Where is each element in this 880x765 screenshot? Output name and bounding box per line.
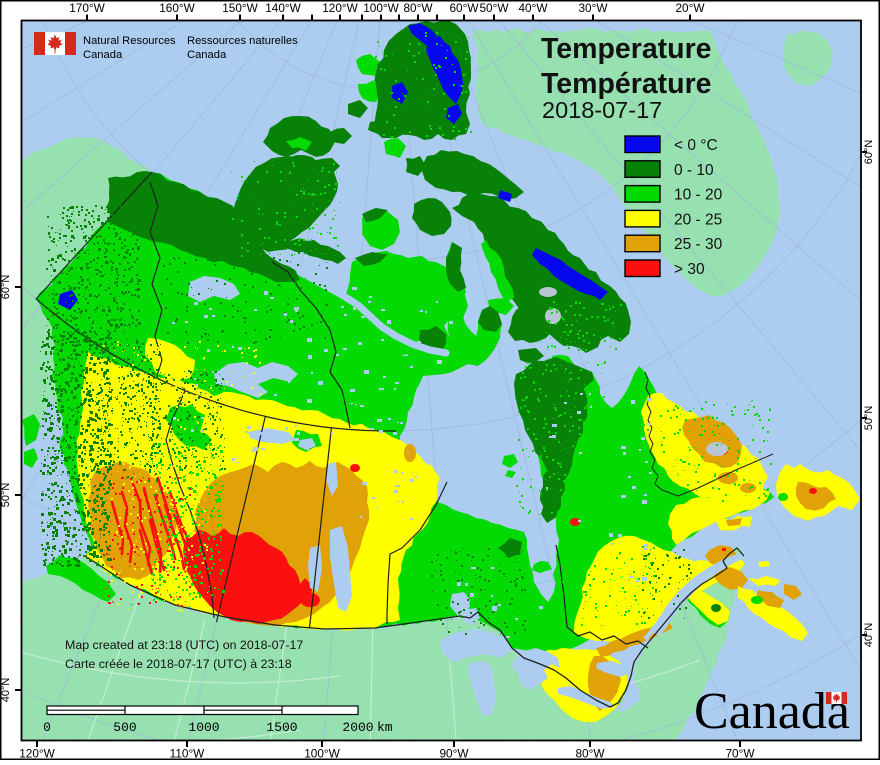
svg-text:140°W: 140°W [265,1,301,15]
svg-text:50°W: 50°W [480,1,510,15]
svg-text:10 - 20: 10 - 20 [674,187,723,204]
svg-text:20°W: 20°W [676,1,706,15]
svg-text:500: 500 [113,720,136,735]
svg-text:Canada: Canada [83,49,123,61]
svg-text:50°N: 50°N [863,406,875,431]
svg-text:1000: 1000 [188,720,219,735]
svg-text:80°W: 80°W [404,1,434,15]
svg-text:100°W: 100°W [304,747,340,761]
svg-text:40°N: 40°N [0,678,12,703]
svg-text:60°W: 60°W [450,1,480,15]
svg-text:60°N: 60°N [0,275,12,300]
svg-text:Temperature: Temperature [541,33,712,65]
svg-text:0 - 10: 0 - 10 [674,162,714,179]
svg-text:40°W: 40°W [519,1,549,15]
svg-text:km: km [377,720,393,735]
svg-text:0: 0 [43,720,51,735]
svg-text:170°W: 170°W [69,1,105,15]
svg-text:120°W: 120°W [322,1,358,15]
svg-text:Natural Resources: Natural Resources [83,35,176,47]
svg-text:2018-07-17: 2018-07-17 [542,97,662,123]
svg-text:150°W: 150°W [222,1,258,15]
svg-text:20 - 25: 20 - 25 [674,211,722,228]
svg-text:40°N: 40°N [863,623,875,648]
svg-text:80°W: 80°W [576,747,606,761]
svg-text:60°N: 60°N [863,140,875,165]
svg-text:Température: Température [541,68,712,100]
svg-text:Ressources naturelles: Ressources naturelles [187,35,298,47]
svg-text:100°W: 100°W [363,1,399,15]
svg-text:120°W: 120°W [19,747,55,761]
svg-text:70°W: 70°W [726,747,756,761]
svg-text:160°W: 160°W [159,1,195,15]
svg-text:90°W: 90°W [440,747,470,761]
svg-text:2000: 2000 [342,720,373,735]
svg-text:Carte créée le 2018-07-17 (UTC: Carte créée le 2018-07-17 (UTC) à 23:18 [65,657,292,671]
svg-text:Canada: Canada [694,683,850,740]
svg-text:1500: 1500 [266,720,297,735]
svg-text:25 - 30: 25 - 30 [674,236,723,253]
svg-text:110°W: 110°W [170,747,206,761]
svg-text:30°W: 30°W [579,1,609,15]
svg-text:Canada: Canada [187,49,227,61]
svg-text:< 0 °C: < 0 °C [674,137,718,154]
svg-text:50°N: 50°N [0,483,12,508]
svg-text:Map created at 23:18 (UTC) on: Map created at 23:18 (UTC) on 2018-07-17 [65,638,303,652]
svg-text:> 30: > 30 [674,261,705,278]
